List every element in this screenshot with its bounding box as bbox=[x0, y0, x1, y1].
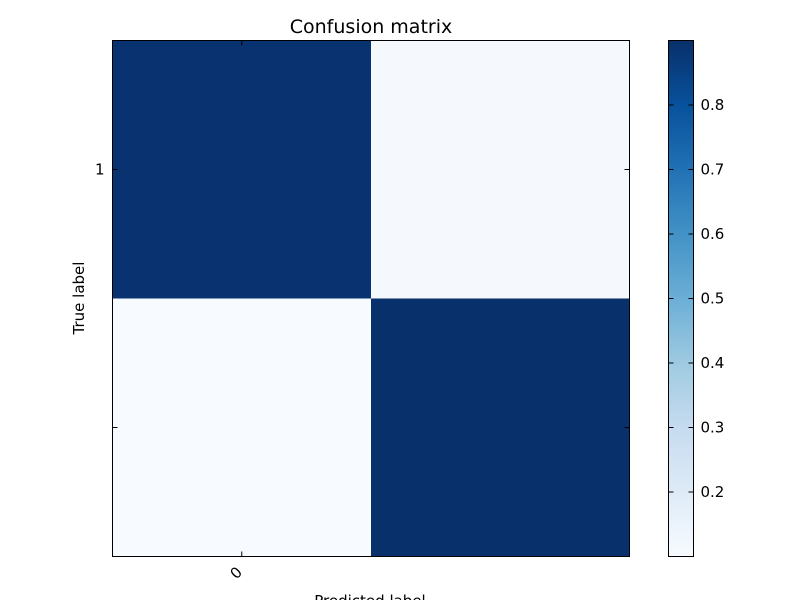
plot-frame bbox=[112, 40, 630, 557]
x-tick-label: 0 bbox=[226, 563, 245, 582]
colorbar-tick-label: 0.4 bbox=[701, 354, 725, 372]
y-axis-label: True label bbox=[70, 262, 88, 336]
colorbar-tick-label: 0.7 bbox=[701, 161, 725, 179]
heatmap-cell-r1-c0 bbox=[112, 298, 372, 557]
x-axis-label: Predicted label bbox=[314, 592, 425, 600]
colorbar-ticks: 0.2 0.3 0.4 0.5 0.6 0.7 0.8 bbox=[668, 96, 725, 501]
colorbar-tick-label: 0.8 bbox=[701, 96, 725, 114]
colorbar-tick-label: 0.6 bbox=[701, 225, 725, 243]
colorbar-tick-label: 0.2 bbox=[701, 483, 725, 501]
heatmap-cell-r0-c1 bbox=[371, 40, 630, 299]
heatmap-cells bbox=[112, 40, 630, 557]
colorbar-tick-label: 0.5 bbox=[701, 290, 725, 308]
y-tick-label: 1 bbox=[95, 161, 105, 179]
colorbar-tick-label: 0.3 bbox=[701, 419, 725, 437]
chart-title: Confusion matrix bbox=[290, 16, 452, 38]
heatmap-cell-r0-c0 bbox=[112, 40, 372, 299]
heatmap-cell-r1-c1 bbox=[371, 298, 630, 557]
